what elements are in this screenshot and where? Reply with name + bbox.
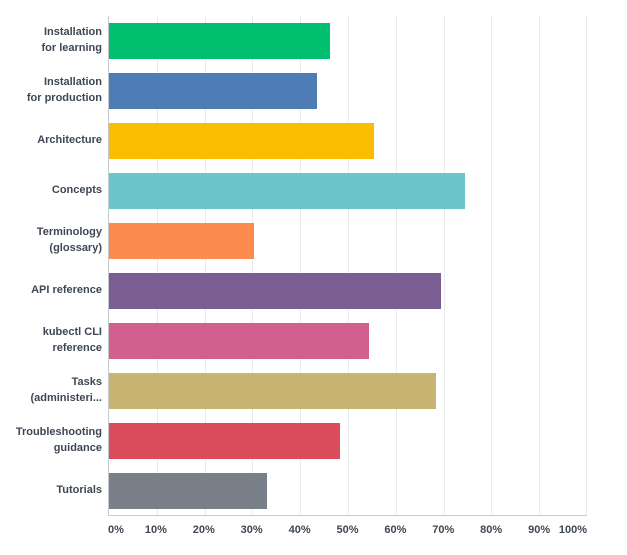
bar-tasks-administering — [109, 373, 437, 409]
bar-architecture — [109, 123, 375, 159]
x-tick-50: 50% — [336, 524, 359, 536]
x-gridline-90 — [539, 16, 541, 515]
x-tick-10: 10% — [144, 524, 167, 536]
x-gridline-40 — [300, 16, 302, 515]
category-label-terminology-glossary: Terminology (glossary) — [36, 226, 102, 254]
category-label-concepts: Concepts — [51, 184, 102, 197]
category-label-api-reference: API reference — [31, 284, 102, 297]
x-gridline-100 — [586, 16, 587, 515]
x-tick-80: 80% — [480, 524, 503, 536]
x-tick-90: 90% — [528, 524, 551, 536]
x-tick-100: 100% — [558, 524, 587, 536]
bar-kubectl-cli-reference — [109, 323, 370, 359]
category-label-tutorials: Tutorials — [56, 484, 102, 497]
bar-api-reference — [109, 273, 442, 309]
category-label-installation-for-learning: Installation for learning — [41, 26, 102, 54]
bar-troubleshooting-guidance — [109, 423, 341, 459]
x-gridline-20 — [204, 16, 206, 515]
x-gridline-30 — [252, 16, 254, 515]
x-gridline-70 — [443, 16, 445, 515]
x-tick-20: 20% — [192, 524, 215, 536]
bar-concepts — [109, 173, 466, 209]
bar-tutorials — [109, 473, 268, 509]
x-tick-60: 60% — [384, 524, 407, 536]
bar-installation-for-production — [109, 73, 317, 109]
category-labels: Installation for learning Installation f… — [0, 16, 102, 516]
x-tick-40: 40% — [288, 524, 311, 536]
category-label-installation-for-production: Installation for production — [26, 76, 102, 104]
category-label-troubleshooting-guidance: Troubleshooting guidance — [15, 426, 102, 454]
bar-installation-for-learning — [109, 23, 331, 59]
category-label-kubectl-cli-reference: kubectl CLI reference — [42, 326, 102, 354]
x-tick-0: 0% — [108, 524, 124, 536]
x-tick-30: 30% — [240, 524, 263, 536]
x-gridline-50 — [348, 16, 349, 515]
category-label-tasks-administering: Tasks (administeri... — [30, 376, 102, 404]
x-gridline-10 — [156, 16, 158, 515]
x-gridline-80 — [491, 16, 493, 515]
x-gridline-60 — [395, 16, 397, 515]
x-tick-70: 70% — [432, 524, 455, 536]
plot-area — [108, 16, 587, 516]
category-label-architecture: Architecture — [37, 134, 102, 147]
x-axis-tick-labels: 0% 10% 20% 30% 40% 50% 60% 70% 80% 90% 1… — [108, 524, 587, 540]
bar-terminology-glossary — [109, 223, 254, 259]
